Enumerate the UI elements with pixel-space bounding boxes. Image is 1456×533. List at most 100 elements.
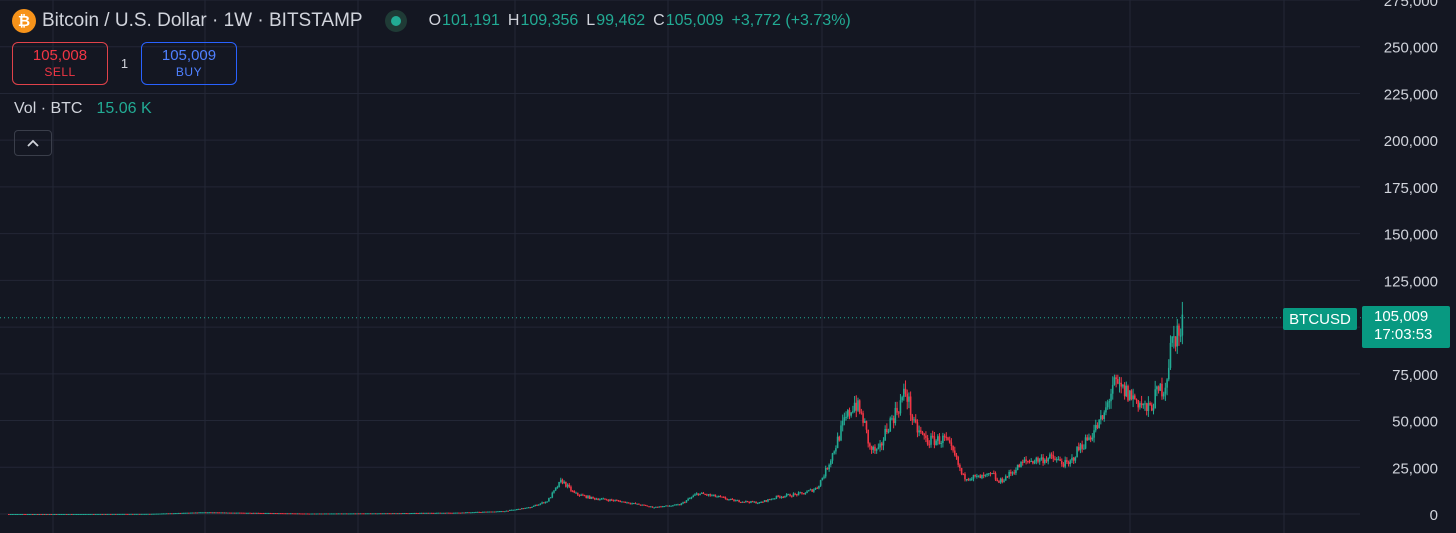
candle-body (308, 513, 311, 515)
candle-body (1094, 425, 1097, 431)
candle-body (733, 499, 735, 502)
candle-body (160, 513, 163, 515)
candle-body (914, 419, 917, 423)
quantity-value[interactable]: 1 (120, 56, 129, 71)
candle-body (274, 513, 277, 515)
volume-legend[interactable]: Vol · BTC 15.06 K (14, 100, 152, 118)
candle-body (972, 475, 975, 479)
candle-body (706, 494, 708, 496)
candle-body (571, 490, 574, 492)
candle-body (505, 510, 508, 512)
candle-body (220, 512, 222, 514)
candle-body (537, 504, 540, 506)
sell-button[interactable]: 105,008 SELL (12, 42, 108, 85)
candle-body (157, 513, 160, 515)
candle-body (643, 504, 645, 506)
candle-body (1043, 459, 1046, 464)
candle-body (760, 501, 762, 503)
candle-body (989, 473, 992, 475)
candle-body (534, 504, 537, 506)
candle-body (794, 493, 796, 495)
sell-label: SELL (44, 65, 76, 79)
candle-body (376, 513, 379, 515)
candle-body (425, 512, 428, 514)
candle-body (69, 513, 71, 515)
candle-body (322, 513, 324, 515)
candle-body (772, 498, 774, 500)
candle-body (422, 512, 425, 514)
candle-body (120, 513, 122, 515)
candle-body (1027, 460, 1029, 462)
candle-body (814, 487, 817, 490)
candle-body (553, 490, 555, 493)
candle-body (481, 511, 484, 513)
candle-body (70, 513, 73, 515)
candle-body (473, 512, 475, 514)
buy-button[interactable]: 105,009 BUY (141, 42, 237, 85)
candle-body (424, 512, 426, 514)
candle-body (81, 513, 83, 515)
chart-legend: ₿ Bitcoin / U.S. Dollar · 1W · BITSTAMP … (12, 8, 851, 34)
candle-body (1154, 389, 1156, 409)
candle-body (461, 512, 464, 514)
candle-body (1162, 393, 1165, 397)
candle-body (140, 513, 143, 515)
candle-body (449, 512, 452, 514)
candle-body (987, 473, 990, 475)
candle-body (155, 513, 158, 515)
candle-body (1091, 437, 1094, 440)
candle-body (716, 496, 718, 498)
symbol-price-tag: BTCUSD (1283, 308, 1357, 330)
candle-body (349, 513, 351, 515)
candle-body (626, 502, 628, 504)
candle-body (955, 455, 958, 458)
candle-body (293, 513, 295, 515)
candle-body (1045, 459, 1048, 462)
candle-body (466, 512, 469, 514)
candle-body (259, 512, 261, 514)
candle-body (1077, 446, 1080, 451)
candle-body (507, 510, 509, 512)
candle-body (388, 513, 391, 515)
candle-body (407, 513, 409, 515)
candle-body (318, 513, 321, 515)
candle-body (1157, 386, 1160, 391)
candle-body (188, 512, 190, 514)
candle-body (441, 512, 443, 514)
candle-body (1174, 336, 1177, 347)
market-status-icon[interactable] (384, 10, 407, 32)
symbol-title[interactable]: Bitcoin / U.S. Dollar · 1W · BITSTAMP (42, 10, 363, 31)
candle-body (58, 513, 61, 515)
candle-body (585, 495, 588, 499)
candle-body (437, 512, 440, 514)
candle-body (790, 496, 793, 498)
candle-body (33, 513, 36, 515)
candle-body (1067, 462, 1070, 465)
candle-body (368, 513, 370, 515)
candle-body (434, 512, 436, 514)
candle-body (559, 479, 562, 482)
candle-body (777, 495, 779, 497)
candle-body (488, 511, 491, 513)
candle-body (18, 513, 20, 515)
candle-body (726, 499, 729, 501)
candle-body (498, 511, 501, 513)
candle-body (937, 436, 939, 441)
candle-body (420, 512, 423, 514)
collapse-legend-button[interactable] (14, 130, 52, 156)
candle-body (913, 419, 915, 421)
candle-body (1171, 336, 1173, 343)
candle-body (330, 513, 333, 515)
candle-body (1132, 395, 1134, 400)
candle-body (678, 504, 681, 506)
candle-body (848, 410, 851, 416)
candle-body (483, 511, 486, 513)
candle-body (152, 513, 154, 515)
candle-body (529, 507, 532, 509)
candle-body (227, 512, 229, 514)
candle-body (1011, 472, 1014, 474)
candle-body (1084, 437, 1087, 449)
candle-body (323, 513, 326, 515)
candle-body (843, 417, 846, 421)
